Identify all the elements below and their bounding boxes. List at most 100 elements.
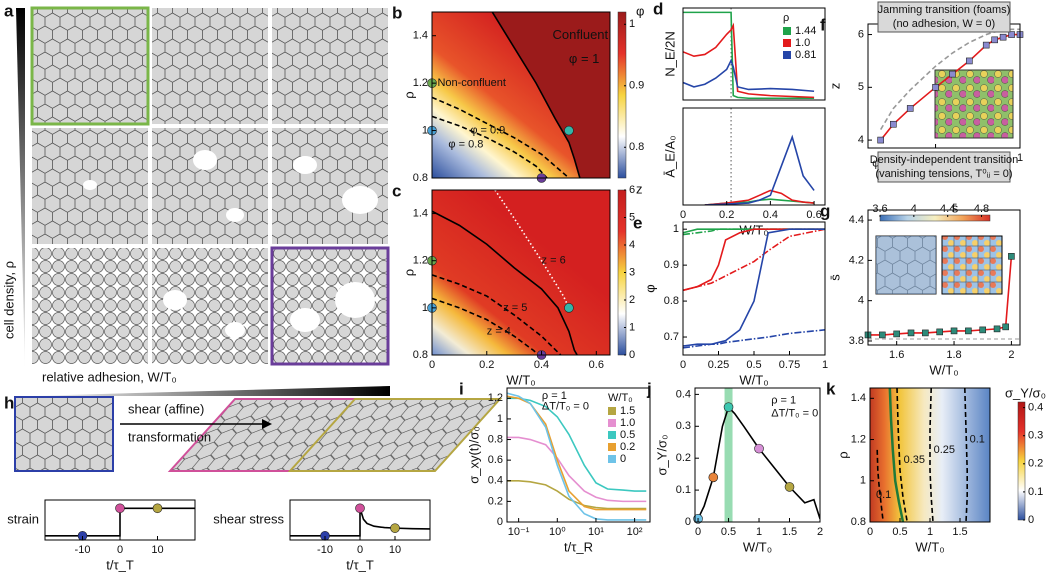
gap [335,282,375,318]
highlight-point [564,303,574,313]
y-axis-label: φ [642,284,657,292]
axes-frame [682,7,826,101]
plot-area [870,388,990,522]
series-line [683,11,815,100]
series-line [507,392,647,521]
colorbar-tick-label: 4.8 [974,203,989,215]
plot-area [290,508,430,537]
series-line [432,297,540,355]
colorbar-tick-label: 3 [629,266,635,278]
annotation: 0.1 [876,489,891,501]
legend-swatch [783,39,791,47]
gap [193,150,217,170]
y-tick-label: 1 [497,413,503,425]
highlight-point [784,482,795,492]
axes-frame [682,221,826,356]
axes-frame [867,209,1021,346]
series-line [432,274,562,355]
marker [965,327,972,335]
x-tick-label: 1.5 [952,526,967,538]
x-tick-label: 1 [756,526,762,538]
colorbar-tick-label: 1 [629,321,635,333]
legend-swatch [608,443,616,451]
panel-label: i [459,379,464,398]
series-line [697,405,820,520]
x-tick-label: -10 [317,544,333,556]
x-tick-label: 0 [695,526,701,538]
marker [966,57,973,65]
colorbar-tick-label: 0.4 [1028,402,1043,414]
panel-label: c [392,181,401,200]
colorbar-tick-label: 3.6 [872,203,887,215]
marker [982,41,990,49]
series-line [683,228,825,292]
legend-swatch [608,419,616,427]
y-tick-label: 1.2 [851,433,866,445]
cell-image [152,8,268,124]
cell-image [32,248,148,364]
x-tick-label: 0.4 [763,209,778,221]
y-axis-label: shear stress [213,511,284,526]
series-line [290,508,430,537]
title-box [877,1,1011,33]
annotation: 0.25 [934,444,955,456]
panel-label: g [820,201,830,220]
x-tick-label: 0 [680,209,686,221]
y-tick-label: 0.8 [413,172,428,184]
plot-area [704,108,815,205]
marker [1002,323,1009,331]
series-line [683,228,825,347]
legend-title: W/T₀ [608,392,633,404]
x-tick-label: 1 [822,359,828,371]
series-line [507,479,647,510]
highlight-point [708,472,719,483]
y-axis-label: cell density, ρ [1,261,16,339]
legend-label: 0.5 [620,429,635,441]
marker [949,70,956,78]
y-tick-label: 0.9 [664,259,679,271]
panel-label: k [826,379,836,398]
x-tick-label: 10 [151,544,163,556]
gap [290,308,320,332]
y-tick-label: 1.4 [851,392,866,404]
colorbar-tick-label: 0.2 [1028,458,1043,470]
marker [922,329,929,337]
y-tick-label: 1 [422,302,428,314]
x-tick-label: 0.2 [719,209,734,221]
x-axis-label: W/T₀ [915,539,944,554]
legend-swatch [608,431,616,439]
colorbar-tick-label: 4.4 [940,203,955,215]
panel-title: (no adhesion, W = 0) [893,18,995,30]
series-line [683,228,825,292]
panel-label: b [392,3,402,22]
gap [293,156,317,174]
legend-label: 0 [620,453,626,465]
legend-label: 1.44 [795,25,816,37]
y-tick-label: 0 [685,516,691,528]
plot-area [432,12,610,178]
highlight-point [564,125,574,136]
y-tick-label: 1.4 [413,207,428,219]
legend-label: 1.0 [620,417,635,429]
colorbar-tick-label: 4 [629,239,635,251]
y-tick-label: 0.6 [488,454,503,466]
legend-swatch [783,51,791,59]
marker [1008,31,1015,38]
annotation: z = 6 [542,255,566,267]
x-axis-label: W/T₀ [506,372,535,387]
y-tick-label: 0.2 [488,495,503,507]
marker [906,105,914,112]
legend-label: 0.2 [620,441,635,453]
y-axis-label: N_E/2N [662,31,677,77]
marker [879,331,886,339]
x-axis-label: relative adhesion, W/T₀ [42,369,177,384]
schematic-text: shear (affine) [128,401,204,416]
y-tick-label: 4.2 [849,254,864,266]
y-tick-label: 6 [858,28,864,40]
marker [993,325,1001,333]
colorbar-label: s̄ [952,200,959,215]
marker [950,327,958,335]
series-line [494,190,570,309]
series-line [876,449,884,522]
title-box [877,151,1011,183]
